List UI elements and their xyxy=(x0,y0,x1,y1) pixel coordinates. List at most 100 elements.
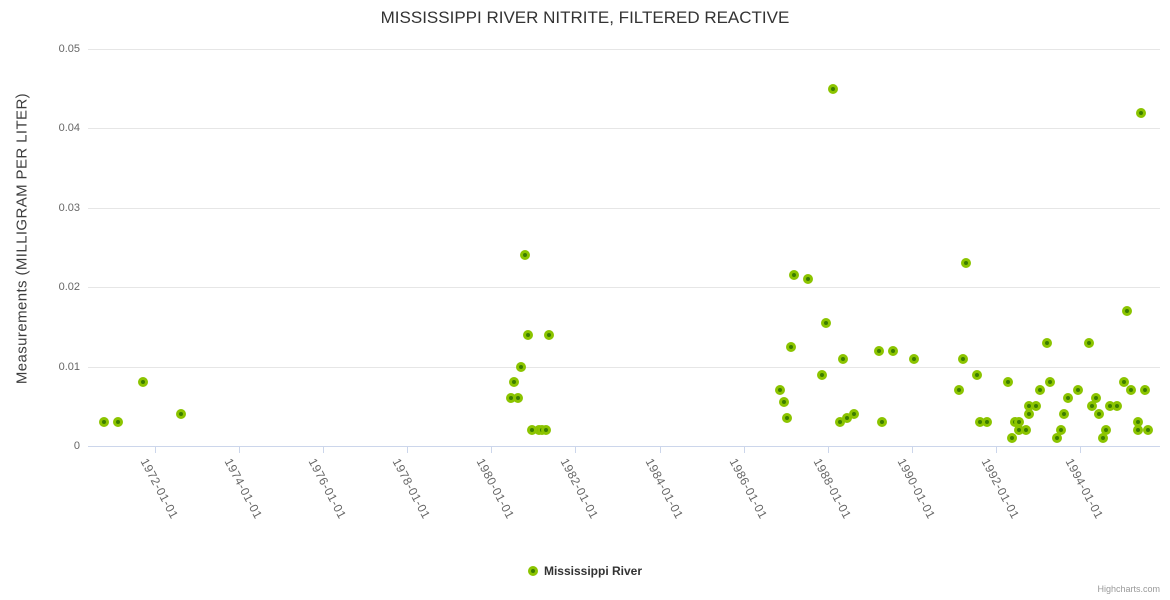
y-gridline xyxy=(88,366,1160,368)
data-point[interactable] xyxy=(817,369,828,380)
data-point[interactable] xyxy=(873,345,884,356)
data-point[interactable] xyxy=(782,413,793,424)
data-point[interactable] xyxy=(887,345,898,356)
data-point[interactable] xyxy=(512,393,523,404)
x-axis-tick-label: 1990-01-01 xyxy=(894,456,938,522)
data-point[interactable] xyxy=(1090,393,1101,404)
y-gridline xyxy=(88,207,1160,209)
data-point[interactable] xyxy=(1062,393,1073,404)
data-point[interactable] xyxy=(827,83,838,94)
data-point[interactable] xyxy=(509,377,520,388)
legend[interactable]: Mississippi River xyxy=(0,564,1170,578)
data-point[interactable] xyxy=(1045,377,1056,388)
data-point[interactable] xyxy=(1132,417,1143,428)
x-axis-tick-mark xyxy=(239,447,241,453)
data-point[interactable] xyxy=(1097,433,1108,444)
x-axis-tick-label: 1984-01-01 xyxy=(642,456,686,522)
data-point[interactable] xyxy=(775,385,786,396)
x-axis-tick-label: 1994-01-01 xyxy=(1062,456,1107,522)
data-point[interactable] xyxy=(803,274,814,285)
data-point[interactable] xyxy=(113,417,124,428)
data-point[interactable] xyxy=(1087,401,1098,412)
data-point[interactable] xyxy=(961,258,972,269)
chart-title: MISSISSIPPI RIVER NITRITE, FILTERED REAC… xyxy=(380,8,790,27)
data-point[interactable] xyxy=(1122,306,1133,317)
highcharts-credits-link[interactable]: Highcharts.com xyxy=(1097,584,1160,594)
y-axis-tick-label: 0.02 xyxy=(58,281,80,294)
data-point[interactable] xyxy=(516,361,527,372)
data-point[interactable] xyxy=(1020,425,1031,436)
x-axis-tick-label: 1986-01-01 xyxy=(726,456,770,522)
data-point[interactable] xyxy=(971,369,982,380)
data-point[interactable] xyxy=(1059,409,1070,420)
x-axis-tick-label: 1982-01-01 xyxy=(558,456,602,522)
x-axis-tick-mark xyxy=(911,447,913,453)
x-axis-tick-label: 1972-01-01 xyxy=(137,456,182,522)
data-point[interactable] xyxy=(99,417,110,428)
data-point[interactable] xyxy=(544,329,555,340)
x-axis-tick-label: 1978-01-01 xyxy=(389,456,434,522)
y-axis-tick-label: 0.01 xyxy=(58,360,80,373)
data-point[interactable] xyxy=(137,377,148,388)
y-gridline xyxy=(88,49,1160,50)
data-point[interactable] xyxy=(908,353,919,364)
y-axis-tick-label: 0.04 xyxy=(58,122,80,135)
data-point[interactable] xyxy=(1006,433,1017,444)
legend-series-label: Mississippi River xyxy=(543,564,643,578)
data-point[interactable] xyxy=(1034,385,1045,396)
x-axis-tick-label: 1980-01-01 xyxy=(473,456,518,522)
data-point[interactable] xyxy=(838,353,849,364)
y-axis-tick-label: 0 xyxy=(73,440,80,452)
x-axis-tick-mark xyxy=(155,447,156,453)
data-point[interactable] xyxy=(877,417,888,428)
data-point[interactable] xyxy=(1055,425,1066,436)
data-point[interactable] xyxy=(1136,107,1147,118)
x-axis-tick-mark xyxy=(491,447,493,453)
y-axis-tick-label: 0.03 xyxy=(58,201,80,214)
data-point[interactable] xyxy=(1125,385,1136,396)
data-point[interactable] xyxy=(789,270,800,281)
x-axis-tick-label: 1976-01-01 xyxy=(305,456,350,522)
y-axis-tick-label: 0.05 xyxy=(58,43,80,55)
y-gridline xyxy=(88,128,1160,130)
x-axis-tick-mark xyxy=(1079,447,1081,453)
x-axis-tick-label: 1992-01-01 xyxy=(978,456,1023,522)
x-axis-tick-mark xyxy=(995,447,997,453)
data-point[interactable] xyxy=(1003,377,1014,388)
y-gridline xyxy=(88,287,1160,289)
data-point[interactable] xyxy=(785,341,796,352)
data-point[interactable] xyxy=(982,417,993,428)
data-point[interactable] xyxy=(957,353,968,364)
data-point[interactable] xyxy=(1143,425,1154,436)
x-axis-tick-mark xyxy=(407,447,409,453)
data-point[interactable] xyxy=(1094,409,1105,420)
x-axis-tick-mark xyxy=(743,447,745,453)
data-point[interactable] xyxy=(1101,425,1112,436)
x-axis-tick-mark xyxy=(659,447,661,453)
x-axis-line xyxy=(88,446,1160,447)
x-axis-tick-mark xyxy=(827,447,829,453)
legend-marker-icon xyxy=(527,566,538,576)
data-point[interactable] xyxy=(1139,385,1150,396)
x-axis-tick-label: 1988-01-01 xyxy=(810,456,854,522)
data-point[interactable] xyxy=(954,385,965,396)
data-point[interactable] xyxy=(778,397,789,408)
data-point[interactable] xyxy=(540,425,551,436)
data-point[interactable] xyxy=(523,329,534,340)
x-axis-tick-mark xyxy=(575,447,577,453)
data-point[interactable] xyxy=(1073,385,1084,396)
y-axis-title: Measurements (MILLIGRAM PER LITER) xyxy=(13,92,31,385)
data-point[interactable] xyxy=(820,317,831,328)
data-point[interactable] xyxy=(1118,377,1129,388)
data-point[interactable] xyxy=(1041,337,1052,348)
data-point[interactable] xyxy=(176,409,187,420)
data-point[interactable] xyxy=(519,250,530,261)
x-axis-tick-mark xyxy=(323,447,325,453)
data-point[interactable] xyxy=(1013,417,1024,428)
data-point[interactable] xyxy=(848,409,859,420)
data-point[interactable] xyxy=(1111,401,1122,412)
data-point[interactable] xyxy=(1083,337,1094,348)
data-point[interactable] xyxy=(1031,401,1042,412)
data-point[interactable] xyxy=(1052,433,1063,444)
